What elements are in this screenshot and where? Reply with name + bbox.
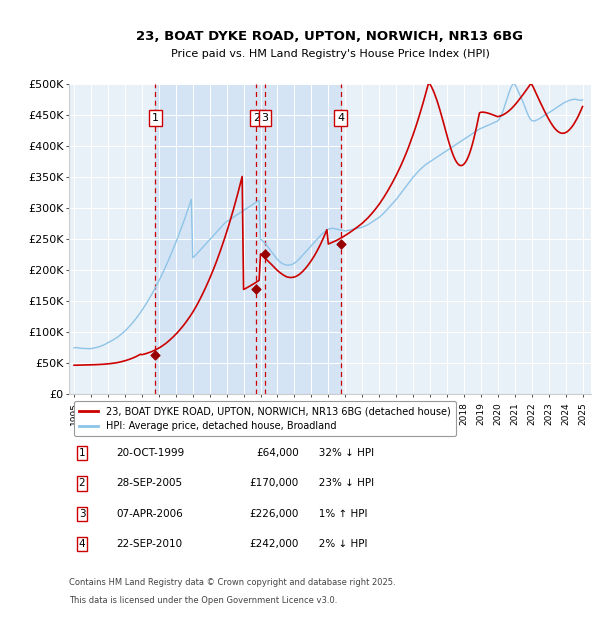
Text: This data is licensed under the Open Government Licence v3.0.: This data is licensed under the Open Gov… [69, 596, 337, 605]
Text: 4: 4 [79, 539, 85, 549]
Text: 2: 2 [253, 113, 260, 123]
Legend: 23, BOAT DYKE ROAD, UPTON, NORWICH, NR13 6BG (detached house), HPI: Average pric: 23, BOAT DYKE ROAD, UPTON, NORWICH, NR13… [74, 401, 455, 436]
Text: 3: 3 [79, 509, 85, 519]
Text: 07-APR-2006: 07-APR-2006 [116, 509, 183, 519]
Text: 3: 3 [262, 113, 269, 123]
Text: £170,000: £170,000 [250, 479, 299, 489]
Text: 22-SEP-2010: 22-SEP-2010 [116, 539, 182, 549]
Text: 2: 2 [79, 479, 85, 489]
Point [251, 284, 261, 294]
Text: £242,000: £242,000 [250, 539, 299, 549]
Text: 4: 4 [337, 113, 344, 123]
Text: 1% ↑ HPI: 1% ↑ HPI [309, 509, 368, 519]
Text: £226,000: £226,000 [250, 509, 299, 519]
Text: 1: 1 [79, 448, 85, 458]
Text: 20-OCT-1999: 20-OCT-1999 [116, 448, 184, 458]
Point [260, 249, 270, 259]
Text: 32% ↓ HPI: 32% ↓ HPI [309, 448, 374, 458]
Text: Contains HM Land Registry data © Crown copyright and database right 2025.: Contains HM Land Registry data © Crown c… [69, 578, 395, 588]
Text: 23, BOAT DYKE ROAD, UPTON, NORWICH, NR13 6BG: 23, BOAT DYKE ROAD, UPTON, NORWICH, NR13… [137, 30, 523, 43]
Bar [155, 84, 341, 394]
Text: 1: 1 [152, 113, 159, 123]
Text: Price paid vs. HM Land Registry's House Price Index (HPI): Price paid vs. HM Land Registry's House … [170, 49, 490, 59]
Text: 28-SEP-2005: 28-SEP-2005 [116, 479, 182, 489]
Text: 2% ↓ HPI: 2% ↓ HPI [309, 539, 368, 549]
Point [336, 239, 346, 249]
Text: 23% ↓ HPI: 23% ↓ HPI [309, 479, 374, 489]
Point [151, 350, 160, 360]
Text: £64,000: £64,000 [256, 448, 299, 458]
